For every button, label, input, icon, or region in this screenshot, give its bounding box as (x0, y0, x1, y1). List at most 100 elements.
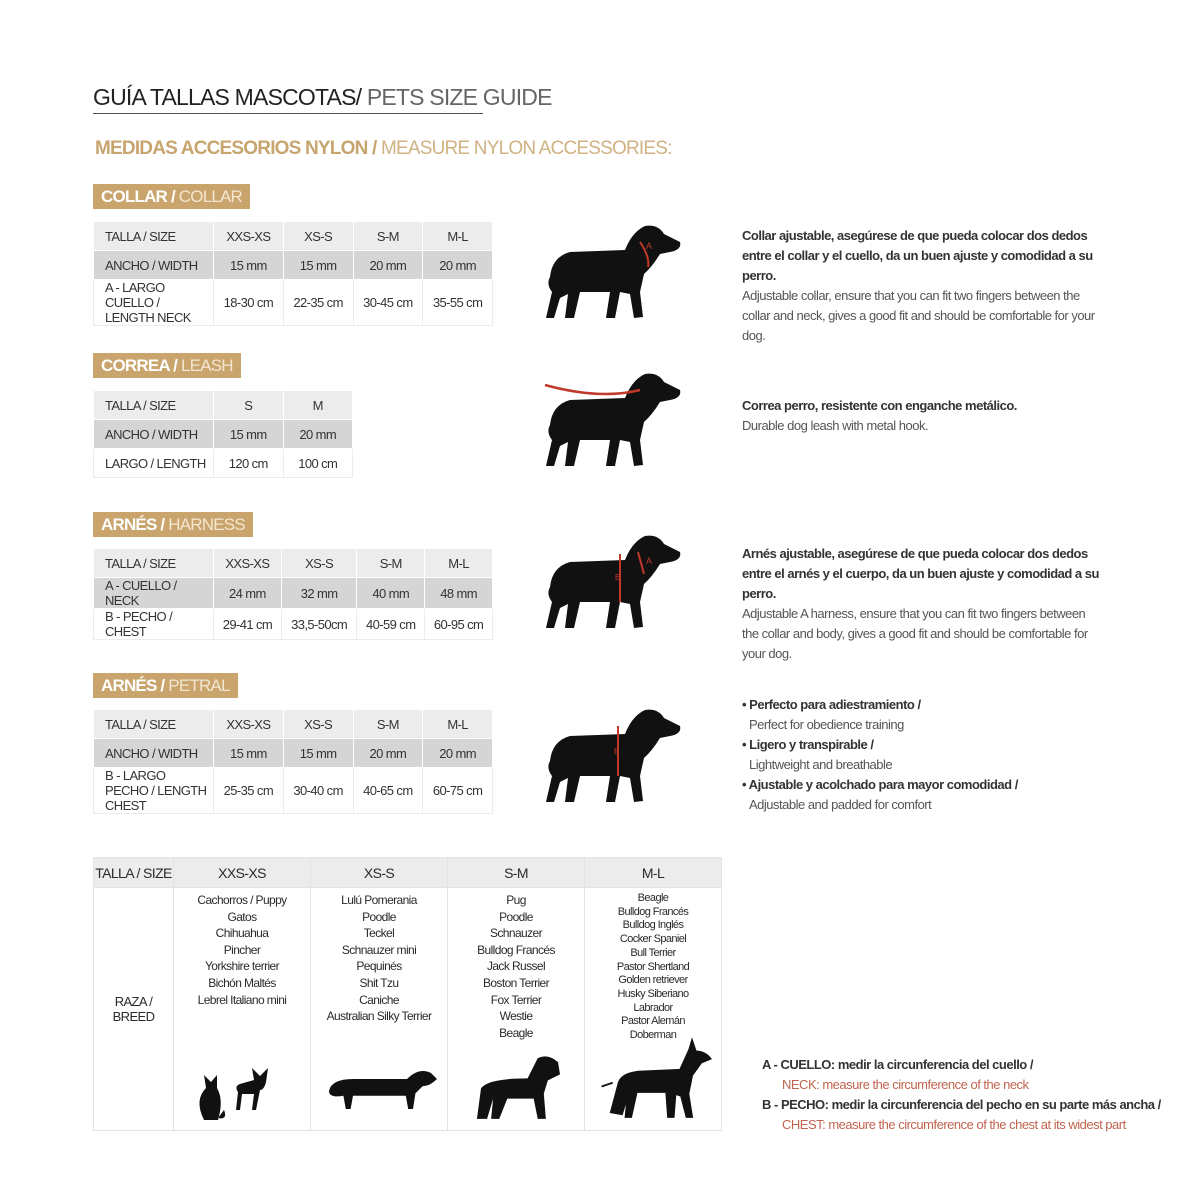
breed-name: Fox Terrier (490, 992, 542, 1007)
breed-header-cell: S-M (447, 857, 585, 888)
title-en: PETS SIZE GUIDE (361, 84, 553, 110)
table-cell: 15 mm (213, 419, 284, 449)
dog-petral-icon: B (546, 709, 681, 802)
harness-description: Arnés ajustable, asegúrese de que pueda … (742, 544, 1102, 664)
collar-size-table: TALLA / SIZE XXS-XS XS-S S-M M-L ANCHO / WIDT… (93, 221, 493, 326)
table-cell: 25-35 cm (213, 767, 284, 814)
table-row: TALLA / SIZE S M (93, 390, 353, 420)
table-cell: 100 cm (282, 448, 353, 478)
table-cell: XS-S (282, 709, 354, 739)
breed-name: Bull Terrier (630, 946, 676, 959)
table-cell: 20 mm (352, 738, 424, 768)
desc-es: Collar ajustable, asegúrese de que pueda… (742, 228, 1093, 283)
table-cell: XS-S (280, 548, 358, 578)
table-cell: 33,5-50cm (280, 608, 358, 640)
breed-name: Lebrel Italiano mini (197, 992, 287, 1007)
table-cell: 22-35 cm (282, 279, 354, 326)
badge-en: LEASH (177, 356, 234, 375)
leash-description: Correa perro, resistente con enganche me… (742, 396, 1102, 436)
table-row: B - PECHO / CHEST 29-41 cm 33,5-50cm 40-59 … (93, 608, 493, 640)
breed-name: Gatos (227, 909, 257, 924)
row-label: A - CUELLO / NECK (93, 577, 214, 609)
svg-text:A: A (646, 241, 652, 251)
leash-badge: CORREA / LEASH (93, 353, 241, 378)
badge-en: HARNESS (164, 515, 245, 534)
breed-name: Westie (499, 1009, 533, 1024)
breed-name: Pequinés (356, 959, 402, 974)
table-cell: 40-65 cm (352, 767, 424, 814)
table-cell: 60-75 cm (422, 767, 493, 814)
table-row: TALLA / SIZE XXS-XS XS-S S-M M-L (93, 548, 493, 578)
table-cell: M-L (422, 221, 493, 251)
subtitle-es: MEDIDAS ACCESORIOS NYLON / (95, 138, 377, 159)
table-cell: M-L (424, 548, 493, 578)
breed-header-cell: TALLA / SIZE (93, 857, 174, 888)
legend-en: CHEST: measure the circumference of the … (782, 1117, 1126, 1132)
legend-en: NECK: measure the circumference of the n… (782, 1077, 1029, 1092)
badge-es: CORREA / (101, 356, 178, 375)
row-label: TALLA / SIZE (93, 221, 214, 251)
feature-item: • Perfecto para adiestramiento / Perfect … (742, 695, 1102, 735)
svg-text:B: B (614, 747, 619, 756)
row-label: TALLA / SIZE (93, 548, 214, 578)
table-cell: 15 mm (213, 250, 284, 280)
badge-es: ARNÉS / (101, 676, 165, 695)
breed-name: Doberman (629, 1029, 677, 1042)
feature-en: Adjustable and padded for comfort (749, 797, 932, 812)
breed-name: Lulú Pomerania (341, 893, 417, 907)
feature-en: Lightweight and breathable (749, 757, 893, 772)
table-cell: 18-30 cm (213, 279, 284, 326)
legend-item: A - CUELLO: medir la circunferencia del … (762, 1055, 1161, 1095)
section-subtitle: MEDIDAS ACCESORIOS NYLON / MEASURE NYLON… (95, 138, 672, 160)
row-label: TALLA / SIZE (93, 709, 214, 739)
table-cell: 40-59 cm (356, 608, 426, 640)
breed-name: Golden retriever (618, 974, 688, 987)
harness-size-table: TALLA / SIZE XXS-XS XS-S S-M M-L A - CUELLO /… (93, 548, 493, 640)
breed-size-table: TALLA / SIZE XXS-XS XS-S S-M M-L RAZA / BREE… (93, 857, 722, 1131)
table-cell: 15 mm (213, 738, 284, 768)
table-row: LARGO / LENGTH 120 cm 100 cm (93, 448, 353, 478)
breed-name: Bulldog Francés (477, 942, 555, 957)
desc-en: Adjustable A harness, ensure that you ca… (742, 606, 1088, 661)
dachshund-icon (329, 1071, 437, 1109)
row-label: ANCHO / WIDTH (93, 738, 214, 768)
table-cell: 29-41 cm (213, 608, 282, 640)
breed-name: Bichón Maltés (208, 975, 276, 990)
breed-name: Pastor Alemán (621, 1015, 685, 1028)
row-label: TALLA / SIZE (93, 390, 214, 420)
table-cell: 20 mm (352, 250, 424, 280)
breed-header-cell: XS-S (310, 857, 448, 888)
legend-es: A - CUELLO: medir la circunferencia del … (762, 1057, 1033, 1072)
petral-size-table: TALLA / SIZE XXS-XS XS-S S-M M-L ANCHO / WIDT… (93, 709, 493, 814)
breed-name: Cocker Spaniel (619, 933, 687, 946)
table-cell: XXS-XS (213, 221, 284, 251)
harness-badge: ARNÉS / HARNESS (93, 512, 253, 537)
feature-item: • Ajustable y acolchado para mayor comod… (742, 775, 1102, 815)
breed-name: Yorkshire terrier (204, 959, 280, 974)
dog-collar-icon: A (546, 225, 681, 318)
breed-name: Pastor Shertland (616, 960, 690, 973)
breed-name: Chihuahua (215, 926, 269, 941)
breed-name: Schnauzer (490, 926, 543, 941)
breed-name: Schnauzer mini (341, 942, 417, 957)
table-cell: XS-S (282, 221, 354, 251)
breed-column: Cachorros / Puppy Gatos Chihuahua Pincher Yo… (173, 887, 311, 1131)
table-cell: 35-55 cm (422, 279, 493, 326)
badge-en: PETRAL (164, 676, 230, 695)
breed-name: Pug (506, 893, 526, 907)
breed-name: Beagle (499, 1025, 533, 1040)
dog-leash-icon (544, 373, 681, 466)
desc-en: Durable dog leash with metal hook. (742, 418, 929, 433)
breed-name: Caniche (359, 992, 399, 1007)
breed-column: Pug Poodle Schnauzer Bulldog Francés Jack Ru… (447, 887, 585, 1131)
row-label: B - LARGO PECHO / LENGTH CHEST (93, 767, 214, 814)
desc-es: Arnés ajustable, asegúrese de que pueda … (742, 546, 1099, 601)
legend-item: B - PECHO: medir la circunferencia del p… (762, 1095, 1161, 1135)
breed-header-cell: XXS-XS (173, 857, 311, 888)
measure-legend: A - CUELLO: medir la circunferencia del … (762, 1055, 1161, 1135)
table-row: B - LARGO PECHO / LENGTH CHEST 25-35 cm 30… (93, 767, 493, 814)
breed-name: Poodle (499, 909, 533, 924)
table-cell: XXS-XS (213, 548, 282, 578)
breed-name: Pincher (223, 942, 261, 957)
row-label: ANCHO / WIDTH (93, 250, 214, 280)
